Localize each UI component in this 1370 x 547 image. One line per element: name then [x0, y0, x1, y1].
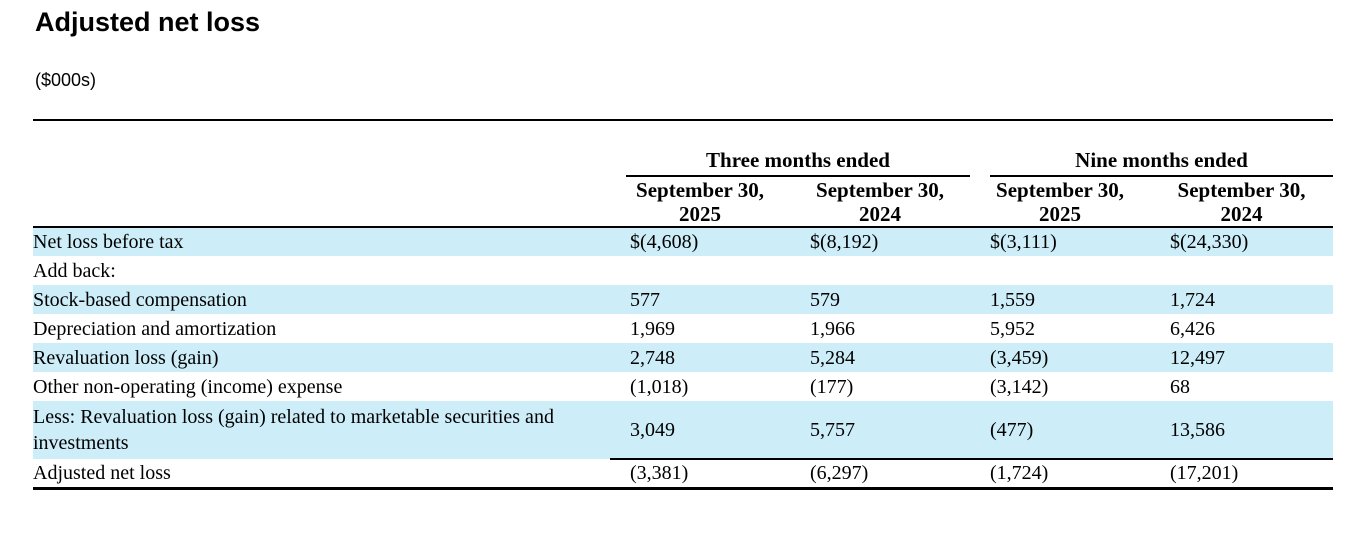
cell-value: (1,724) — [970, 458, 1150, 490]
table-row-other-non-operating: Other non-operating (income) expense (1,… — [33, 372, 1333, 401]
row-label: Stock-based compensation — [33, 285, 610, 314]
cell-value: $(8,192) — [790, 227, 970, 256]
column-header-row: September 30, 2025 September 30, 2024 Se… — [33, 177, 1334, 228]
column-header-3mo-2025: September 30, 2025 — [610, 177, 790, 228]
cell-value: 579 — [790, 285, 970, 314]
cell-value: $(3,111) — [970, 227, 1150, 256]
cell-value: (477) — [970, 401, 1150, 459]
page-title: Adjusted net loss — [35, 7, 261, 37]
column-header-year: 2024 — [859, 201, 901, 226]
document-page: Adjusted net loss ($000s) Three months e… — [33, 6, 1334, 490]
column-header-date: September 30, — [1177, 177, 1306, 202]
table-row-revaluation-loss-gain: Revaluation loss (gain) 2,748 5,284 (3,4… — [33, 343, 1334, 372]
table-row-depreciation-amortization: Depreciation and amortization 1,969 1,96… — [33, 314, 1333, 343]
header-spacer — [33, 177, 610, 228]
table-row-net-loss-before-tax: Net loss before tax $(4,608) $(8,192) $(… — [33, 227, 1334, 256]
row-label: Less: Revaluation loss (gain) related to… — [33, 401, 610, 459]
table-row-add-back: Add back: — [33, 256, 1333, 285]
cell-value: 1,559 — [970, 285, 1150, 314]
row-label: Add back: — [33, 259, 116, 282]
column-header-9mo-2025: September 30, 2025 — [970, 177, 1150, 228]
column-group-nine-months: Nine months ended — [970, 144, 1334, 177]
row-label: Depreciation and amortization — [33, 317, 277, 340]
cell-value — [970, 256, 1150, 285]
horizontal-rule — [33, 119, 1333, 121]
cell-value: 3,049 — [610, 401, 790, 459]
column-group-three-months: Three months ended — [610, 144, 970, 177]
cell-value — [1150, 256, 1333, 285]
row-label: Revaluation loss (gain) — [33, 343, 610, 372]
header-spacer — [33, 144, 610, 177]
table-row-stock-based-compensation: Stock-based compensation 577 579 1,559 1… — [33, 285, 1334, 314]
column-header-date: September 30, — [996, 177, 1124, 202]
cell-value: 5,284 — [790, 343, 970, 372]
units-label: ($000s) — [35, 70, 97, 90]
column-header-year: 2025 — [1039, 201, 1081, 226]
cell-value: 12,497 — [1150, 343, 1334, 372]
cell-value: 1,724 — [1150, 285, 1334, 314]
cell-value: (6,297) — [790, 458, 970, 490]
column-header-date: September 30, — [636, 177, 764, 202]
column-group-label: Three months ended — [626, 148, 970, 177]
cell-value — [790, 256, 970, 285]
column-header-year: 2024 — [1220, 201, 1263, 226]
row-label: Adjusted net loss — [33, 459, 610, 490]
column-group-header-row: Three months ended Nine months ended — [33, 144, 1334, 177]
row-label: Other non-operating (income) expense — [33, 375, 343, 398]
column-header-9mo-2024: September 30, 2024 — [1150, 177, 1334, 228]
cell-value: 68 — [1170, 375, 1190, 398]
cell-value: (3,459) — [970, 343, 1150, 372]
cell-value: (3,142) — [990, 375, 1049, 398]
cell-value: $(4,608) — [610, 227, 790, 256]
cell-value: 1,966 — [810, 317, 855, 340]
cell-value: 6,426 — [1170, 317, 1215, 340]
cell-value: (17,201) — [1150, 458, 1334, 490]
adjusted-net-loss-table: Three months ended Nine months ended Sep… — [33, 144, 1334, 490]
column-header-year: 2025 — [679, 201, 721, 226]
cell-value: (177) — [810, 375, 854, 398]
cell-value: (3,381) — [610, 458, 790, 490]
column-group-label: Nine months ended — [990, 148, 1334, 177]
table-row-adjusted-net-loss: Adjusted net loss (3,381) (6,297) (1,724… — [33, 458, 1334, 490]
cell-value: 5,952 — [990, 317, 1035, 340]
row-label: Net loss before tax — [33, 227, 610, 256]
cell-value: 577 — [610, 285, 790, 314]
cell-value: 2,748 — [610, 343, 790, 372]
cell-value: 5,757 — [790, 401, 970, 459]
column-header-date: September 30, — [816, 177, 944, 202]
cell-value — [610, 256, 790, 285]
cell-value: 1,969 — [630, 317, 675, 340]
table-row-less-revaluation-marketable-securities: Less: Revaluation loss (gain) related to… — [33, 401, 1334, 459]
cell-value: (1,018) — [630, 375, 689, 398]
cell-value: 13,586 — [1150, 401, 1334, 459]
column-header-3mo-2024: September 30, 2024 — [790, 177, 970, 228]
cell-value: $(24,330) — [1150, 227, 1334, 256]
